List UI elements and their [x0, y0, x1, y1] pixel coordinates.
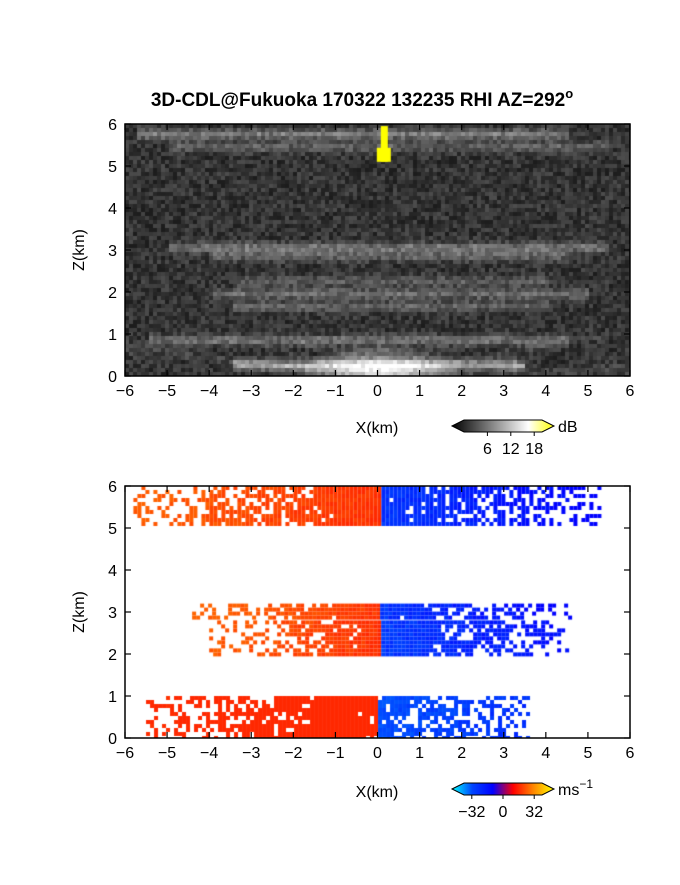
x-tick-label: −4: [200, 745, 218, 762]
x-tick-label: −4: [200, 383, 218, 400]
y-tick-label: 5: [108, 159, 117, 176]
colorbar-tick-label: 18: [525, 441, 543, 458]
x-tick-label: 1: [415, 745, 424, 762]
velocity-colorbar: −32 0 32 ms−1: [450, 777, 593, 821]
y-tick-label: 6: [108, 117, 117, 134]
colorbar-unit-text: ms: [558, 782, 579, 799]
y-tick-label: 0: [108, 369, 117, 386]
velocity-panel: −6 −5 −4 −3 −2 −1 0 1 2 3 4 5 6 0 1 2 3 4 5 6 X(km) Z(km) −…: [71, 479, 635, 821]
y-tick-label: 1: [108, 689, 117, 706]
x-tick-label: 6: [626, 745, 635, 762]
x-tick-label: −5: [158, 383, 176, 400]
colorbar-unit-text: dB: [558, 419, 578, 436]
x-tick-label: 6: [626, 383, 635, 400]
x-tick-label: 5: [583, 383, 592, 400]
chart-title: 3D-CDL@Fukuoka 170322 132235 RHI AZ=292o: [151, 86, 573, 111]
x-tick-label: −2: [284, 745, 302, 762]
x-tick-label: 3: [499, 383, 508, 400]
y-tick-label: 5: [108, 521, 117, 538]
reflectivity-xlabel: X(km): [356, 420, 399, 437]
velocity-xlabel: X(km): [356, 784, 399, 801]
colorbar-tick-label: 32: [525, 804, 543, 821]
y-tick-label: 4: [108, 201, 117, 218]
x-tick-label: −1: [326, 383, 344, 400]
colorbar-unit: dB: [558, 419, 578, 436]
reflectivity-image: [125, 124, 630, 376]
chart-title-degree: o: [565, 86, 573, 101]
x-tick-label: 0: [373, 383, 382, 400]
y-tick-label: 6: [108, 479, 117, 496]
velocity-ticks: −6 −5 −4 −3 −2 −1 0 1 2 3 4 5 6 0 1 2 3 4 5 6: [108, 479, 634, 762]
velocity-ylabel: Z(km): [71, 591, 88, 633]
x-tick-label: 2: [457, 745, 466, 762]
reflectivity-colorbar: 6 12 18 dB: [450, 419, 578, 458]
x-tick-label: −5: [158, 745, 176, 762]
colorbar-tick-label: 6: [483, 441, 492, 458]
colorbar-unit-exponent: −1: [579, 777, 593, 791]
x-tick-label: 0: [373, 745, 382, 762]
x-tick-label: −2: [284, 383, 302, 400]
reflectivity-ticks: −6 −5 −4 −3 −2 −1 0 1 2 3 4 5 6 0 1 2 3 4 5 6: [108, 117, 634, 400]
velocity-field: [125, 486, 630, 738]
x-tick-label: −6: [116, 745, 134, 762]
y-tick-label: 0: [108, 731, 117, 748]
colorbar-tick-label: 12: [502, 441, 520, 458]
x-tick-label: 2: [457, 383, 466, 400]
colorbar-bar: [450, 782, 556, 796]
y-tick-label: 4: [108, 563, 117, 580]
x-tick-label: 3: [499, 745, 508, 762]
x-tick-label: −3: [242, 383, 260, 400]
x-tick-label: 4: [541, 745, 550, 762]
colorbar-bar: [450, 419, 556, 433]
x-tick-label: −1: [326, 745, 344, 762]
colorbar-unit: ms−1: [558, 777, 593, 799]
velocity-image: [125, 486, 630, 738]
reflectivity-field: [125, 124, 630, 376]
y-tick-label: 3: [108, 243, 117, 260]
colorbar-tick-label: 0: [499, 804, 508, 821]
y-tick-label: 3: [108, 605, 117, 622]
x-tick-label: −3: [242, 745, 260, 762]
x-tick-label: 1: [415, 383, 424, 400]
y-tick-label: 1: [108, 327, 117, 344]
chart-title-text: 3D-CDL@Fukuoka 170322 132235 RHI AZ=292: [151, 90, 565, 111]
x-tick-label: −6: [116, 383, 134, 400]
x-tick-label: 5: [583, 745, 592, 762]
x-tick-label: 4: [541, 383, 550, 400]
y-tick-label: 2: [108, 285, 117, 302]
colorbar-tick-label: −32: [458, 804, 485, 821]
reflectivity-ylabel: Z(km): [71, 229, 88, 271]
y-tick-label: 2: [108, 647, 117, 664]
